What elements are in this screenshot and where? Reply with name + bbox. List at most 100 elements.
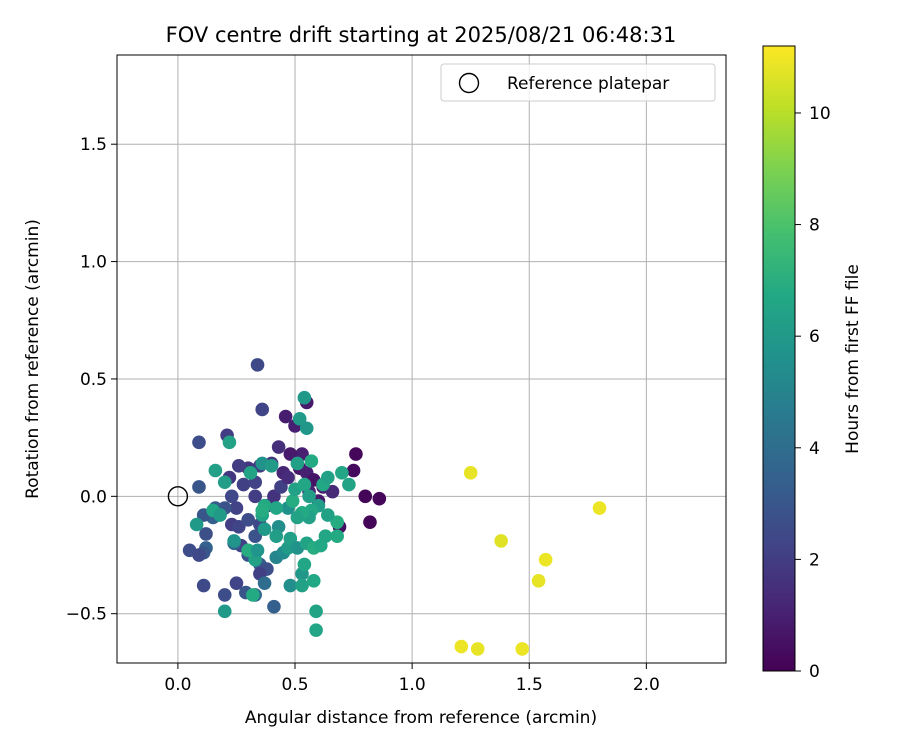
colorbar-frame [762, 45, 796, 672]
x-axis-label: Angular distance from reference (arcmin) [245, 708, 597, 728]
legend-box [440, 63, 716, 102]
x-tick-label: 2.0 [633, 675, 660, 695]
data-point [538, 552, 553, 567]
data-point [241, 543, 255, 558]
data-point [250, 543, 265, 558]
colorbar-tick-label: 6 [809, 327, 820, 347]
data-point [283, 578, 298, 593]
data-point [321, 470, 335, 485]
data-point [358, 489, 373, 504]
data-point [283, 447, 298, 461]
y-axis-label: Rotation from reference (arcmin) [23, 219, 43, 499]
data-point [229, 501, 244, 515]
data-point [515, 642, 530, 656]
colorbar-gradient [763, 46, 795, 671]
data-point [222, 435, 237, 450]
data-point [189, 517, 204, 532]
data-point [297, 477, 312, 492]
data-point [330, 529, 344, 544]
data-point [271, 440, 286, 454]
plot-frame [116, 54, 727, 664]
data-point [463, 466, 478, 480]
data-point [232, 520, 246, 534]
colorbar-tick-label: 8 [809, 216, 820, 236]
data-point [243, 466, 258, 480]
data-point [217, 588, 232, 602]
data-point [290, 510, 305, 525]
data-point [192, 548, 206, 562]
data-point [274, 480, 288, 494]
data-point [335, 466, 349, 480]
data-point [309, 604, 323, 619]
data-point [342, 477, 356, 492]
x-tick-label: 0.5 [281, 675, 308, 695]
data-point [269, 529, 284, 544]
data-point [236, 477, 251, 492]
data-point [349, 447, 363, 461]
colorbar-tick-label: 4 [809, 439, 820, 459]
data-point [196, 578, 211, 593]
colorbar: 0 2 4 6 8 10 Hours from first FF file [762, 45, 863, 682]
legend-marker-open-circle-icon [458, 72, 480, 94]
data-point [217, 604, 232, 619]
data-point [297, 390, 312, 405]
data-point [192, 435, 206, 450]
data-point [309, 623, 323, 637]
data-point [372, 491, 387, 506]
x-tick-label: 1.0 [399, 675, 426, 695]
colorbar-tick-label: 2 [809, 550, 820, 570]
data-point [325, 484, 340, 499]
x-tick-label: 1.5 [516, 675, 543, 695]
data-point [264, 459, 279, 473]
data-point [295, 578, 309, 593]
data-point [299, 421, 314, 436]
data-point [363, 515, 377, 529]
data-point [229, 576, 244, 590]
data-point [192, 480, 206, 494]
y-tick-label: 0.5 [80, 370, 107, 390]
data-point [267, 599, 281, 614]
data-point [257, 576, 272, 590]
colorbar-ticks: 0 2 4 6 8 10 [795, 104, 831, 682]
data-point [213, 508, 227, 522]
chart-title: FOV centre drift starting at 2025/08/21 … [166, 23, 677, 47]
data-point [250, 358, 265, 372]
y-tick-label: 1.0 [80, 253, 107, 273]
y-tick-label: 0.0 [80, 487, 107, 507]
colorbar-tick-label: 10 [809, 104, 831, 124]
data-point [227, 534, 241, 548]
data-point [269, 501, 284, 515]
data-point [281, 470, 295, 485]
data-point [454, 639, 469, 654]
reference-marker [167, 486, 189, 507]
data-point [248, 529, 262, 544]
legend: Reference platepar [440, 63, 716, 102]
x-axis-ticks: 0.0 0.5 1.0 1.5 2.0 [164, 663, 660, 695]
data-point [255, 402, 270, 417]
data-point [278, 409, 293, 424]
data-point [267, 489, 281, 504]
data-point [494, 534, 508, 548]
data-point [283, 531, 298, 546]
data-point [297, 557, 312, 572]
data-point [304, 454, 319, 468]
plot-area [117, 55, 726, 663]
data-point [330, 515, 344, 529]
x-tick-label: 0.0 [164, 675, 191, 695]
y-tick-label: −0.5 [66, 605, 107, 625]
data-point [285, 494, 300, 508]
scatter-points [182, 358, 607, 656]
data-point [232, 459, 246, 473]
y-axis-ticks: −0.5 0.0 0.5 1.0 1.5 [66, 135, 117, 625]
colorbar-label: Hours from first FF file [843, 264, 863, 454]
legend-entry-reference: Reference platepar [507, 74, 669, 94]
data-point [470, 642, 485, 656]
data-point [241, 513, 255, 527]
colorbar-tick-label: 0 [809, 662, 820, 682]
data-point [318, 529, 333, 544]
data-point [302, 489, 316, 504]
data-point [255, 503, 270, 518]
data-point [246, 588, 260, 602]
data-point [292, 412, 307, 426]
